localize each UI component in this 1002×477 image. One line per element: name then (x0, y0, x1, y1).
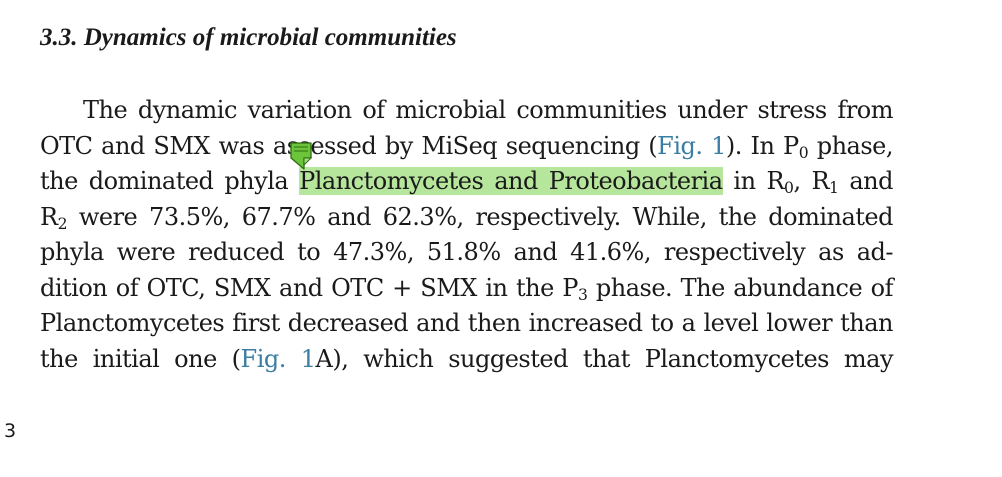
paragraph-line: phyla were reduced to 47.3%, 51.8% and 4… (40, 235, 894, 271)
body-paragraph: The dynamic variation of microbial commu… (40, 93, 894, 378)
text-run: the dominated phyla (40, 167, 300, 195)
text-run: ). In P (725, 131, 799, 160)
text-run: OTC and SMX was assessed by MiSeq sequen… (40, 131, 658, 160)
text-run: in R (722, 167, 785, 195)
highlighted-text[interactable]: Planctomycetes and Proteobacteria (299, 167, 723, 195)
text-run: , R (793, 167, 830, 195)
text-run: dition of OTC, SMX and OTC + SMX in the … (40, 273, 578, 302)
subscript: 3 (577, 285, 588, 304)
paragraph-line: the dominated phyla Planctomycetes and P… (40, 164, 893, 200)
paragraph-line: R2 were 73.5%, 67.7% and 62.3%, respecti… (40, 200, 894, 236)
text-run: phase. The abundance of (587, 273, 894, 302)
subscript: 1 (829, 178, 839, 197)
text-run: were 73.5%, 67.7% and 62.3%, respectivel… (67, 202, 894, 231)
text-run: Planctomycetes first decreased and then … (40, 309, 894, 337)
subscript: 2 (57, 214, 68, 233)
page-number: 3 (4, 420, 17, 442)
note-icon-graphic (290, 142, 313, 170)
note-icon[interactable] (289, 141, 313, 171)
section-heading: 3.3. Dynamics of microbial communities (40, 24, 457, 51)
text-run: phase, (808, 131, 894, 160)
subscript: 0 (784, 178, 794, 197)
paragraph-line: Planctomycetes first decreased and then … (40, 306, 894, 342)
figure-reference-link[interactable]: Fig. 1 (240, 344, 316, 373)
text-run: The dynamic variation of microbial commu… (83, 96, 894, 124)
paragraph-line: The dynamic variation of microbial commu… (40, 93, 894, 129)
text-run: the initial one ( (40, 344, 241, 373)
paragraph-line: OTC and SMX was assessed by MiSeq sequen… (40, 129, 893, 165)
text-run: and (838, 167, 893, 195)
text-run: R (40, 202, 58, 231)
figure-reference-link[interactable]: Fig. 1 (657, 131, 726, 160)
paragraph-line: the initial one (Fig. 1A), which suggest… (40, 342, 894, 378)
paragraph-line: dition of OTC, SMX and OTC + SMX in the … (40, 271, 893, 307)
text-run: phyla were reduced to 47.3%, 51.8% and 4… (40, 238, 894, 266)
subscript: 0 (798, 143, 809, 162)
text-run: A), which suggested that Planctomycetes … (315, 344, 894, 373)
